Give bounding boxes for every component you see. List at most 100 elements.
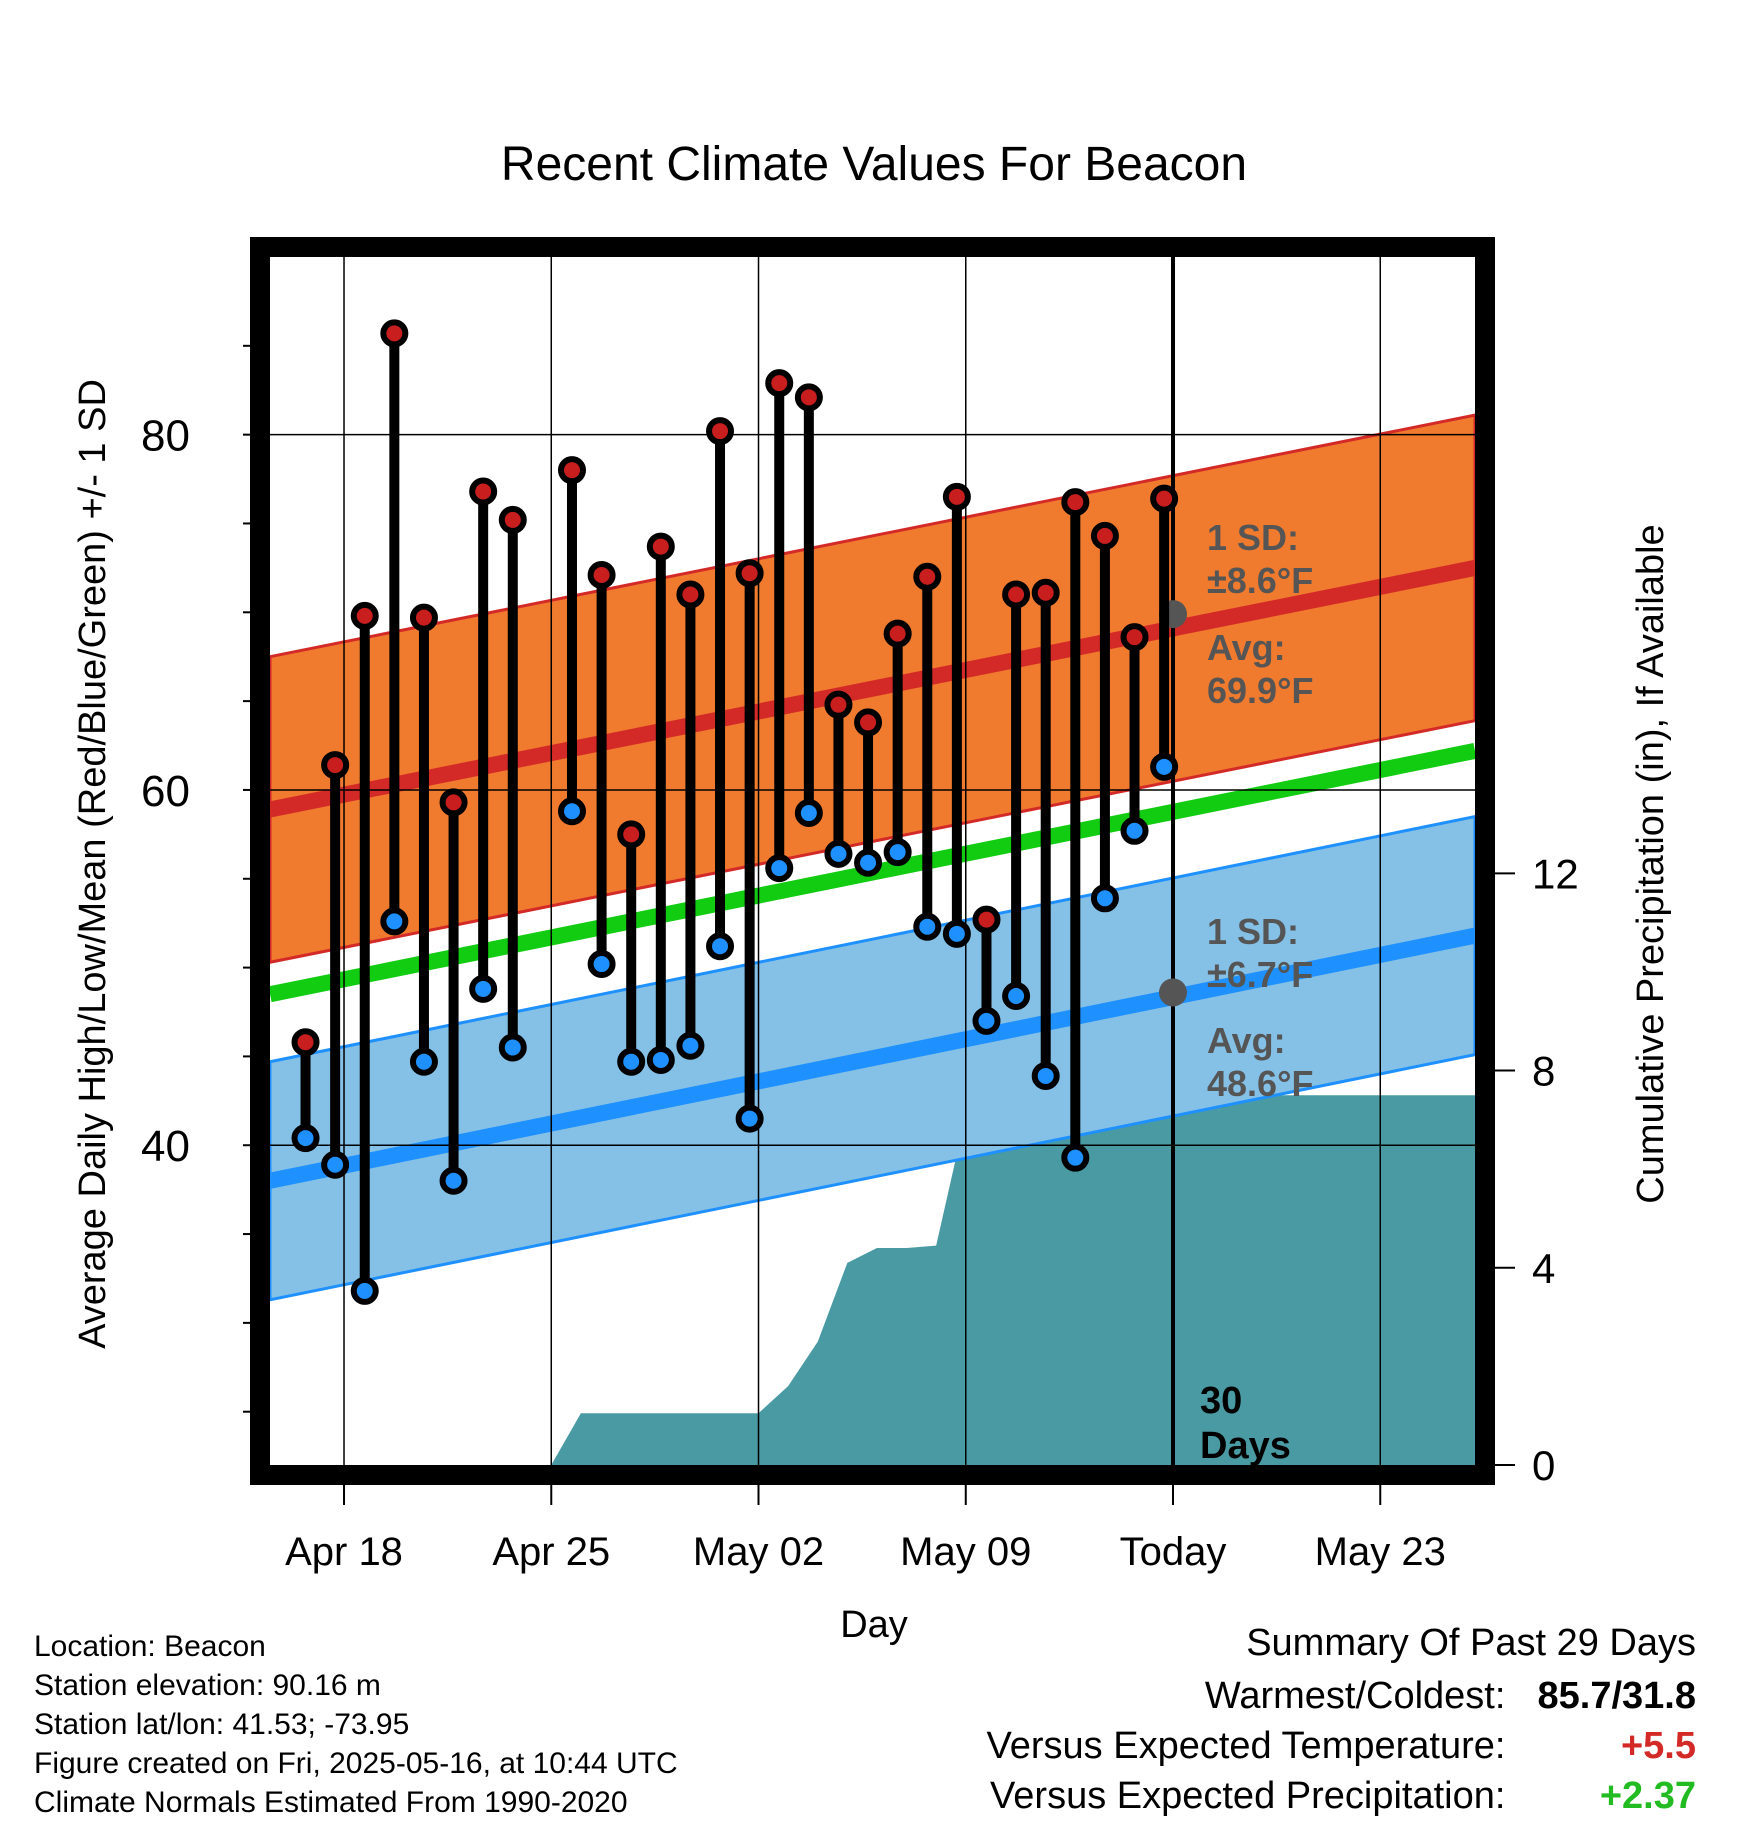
y-tick-label: 60 (141, 767, 190, 816)
today-marker-layer: 30 Days (1171, 257, 1291, 1467)
daily-high-dot (972, 905, 1001, 934)
elevation-line: Station elevation: 90.16 m (34, 1669, 381, 1702)
daily-low-dot (913, 912, 942, 941)
daily-high-dot (676, 580, 705, 609)
high-sd-value: ±8.6°F (1207, 560, 1313, 601)
y2-tick-label: 12 (1532, 850, 1579, 897)
daily-high-dot (765, 369, 794, 398)
low-avg-dot (1159, 978, 1188, 1007)
daily-high-dot (617, 820, 646, 849)
daily-low-dot (469, 974, 498, 1003)
daily-low-dot (942, 919, 971, 948)
daily-low-dot (972, 1006, 1001, 1035)
daily-high-dot (409, 603, 438, 632)
daily-high-dot (854, 708, 883, 737)
x-tick-label: May 09 (900, 1530, 1031, 1574)
cumulative-precip-area (551, 1095, 1475, 1465)
y2-tick-label: 0 (1532, 1442, 1555, 1489)
daily-high-dot (646, 532, 675, 561)
daily-low-dot (646, 1045, 675, 1074)
daily-high-dot (587, 560, 616, 589)
daily-low-dot (883, 838, 912, 867)
daily-low-dot (587, 950, 616, 979)
high-normal-line (268, 560, 1477, 818)
high-avg-value: 69.9°F (1207, 670, 1313, 711)
daily-low-dot (676, 1031, 705, 1060)
daily-low-dot (854, 848, 883, 877)
daily-high-dot (1150, 484, 1179, 513)
created-line: Figure created on Fri, 2025-05-16, at 10… (34, 1747, 678, 1780)
y-tick-label: 40 (141, 1122, 190, 1171)
summary-warm-cold-row: Warmest/Coldest: 85.7/31.8 (1205, 1675, 1696, 1718)
today-days-label-line2: Days (1200, 1425, 1291, 1467)
daily-low-dot (409, 1047, 438, 1076)
daily-dots-layer (291, 319, 1179, 1305)
daily-high-dot (735, 559, 764, 588)
daily-high-dot (498, 505, 527, 534)
daily-high-dot (1031, 578, 1060, 607)
daily-low-dot (1031, 1061, 1060, 1090)
daily-high-dot (794, 383, 823, 412)
normals-annotation-layer: 1 SD: ±8.6°F Avg: 69.9°F 1 SD: ±6.7°F Av… (1159, 517, 1313, 1104)
location-line: Location: Beacon (34, 1630, 266, 1663)
summary-precip-value: +2.37 (1599, 1775, 1696, 1817)
daily-low-dot (735, 1104, 764, 1133)
daily-range-stems-layer (300, 333, 1170, 1291)
summary-temp-label: Versus Expected Temperature: (986, 1725, 1506, 1767)
y2-axis-label: Cumulative Precipitation (in), If Availa… (1630, 524, 1672, 1203)
daily-low-dot (1061, 1143, 1090, 1172)
daily-high-dot (350, 601, 379, 630)
daily-low-dot (1150, 752, 1179, 781)
summary-warm-cold-label: Warmest/Coldest: (1204, 1675, 1506, 1717)
daily-high-dot (1090, 521, 1119, 550)
low-avg-value: 48.6°F (1207, 1063, 1313, 1104)
daily-high-dot (1002, 580, 1031, 609)
normals-line: Climate Normals Estimated From 1990-2020 (34, 1786, 628, 1819)
low-avg-label: Avg: (1207, 1020, 1286, 1061)
plot-frame (250, 237, 1495, 1485)
y2-tick-label: 8 (1532, 1048, 1555, 1095)
daily-low-dot (824, 839, 853, 868)
daily-high-dot (1120, 623, 1149, 652)
daily-high-dot (291, 1028, 320, 1057)
summary-title: Summary Of Past 29 Days (1246, 1622, 1696, 1664)
daily-low-dot (291, 1124, 320, 1153)
summary-warm-cold-value: 85.7/31.8 (1537, 1675, 1696, 1717)
daily-low-dot (794, 799, 823, 828)
daily-low-dot (321, 1150, 350, 1179)
low-normal-line (268, 927, 1477, 1189)
daily-high-dot (942, 482, 971, 511)
chart-title: Recent Climate Values For Beacon (501, 138, 1247, 191)
today-days-label-line1: 30 (1200, 1380, 1242, 1422)
summary-temp-value: +5.5 (1620, 1725, 1696, 1767)
daily-high-dot (321, 751, 350, 780)
precipitation-layer (551, 1095, 1475, 1465)
summary-temp-row: Versus Expected Temperature: +5.5 (987, 1725, 1696, 1768)
daily-high-dot (883, 619, 912, 648)
daily-low-dot (617, 1047, 646, 1076)
daily-high-dot (824, 690, 853, 719)
daily-high-dot (439, 788, 468, 817)
y-axis-label: Average Daily High/Low/Mean (Red/Blue/Gr… (72, 379, 114, 1349)
low-sd-label: 1 SD: (1207, 911, 1299, 952)
daily-low-dot (765, 854, 794, 883)
daily-high-dot (557, 456, 586, 485)
high-sd-label: 1 SD: (1207, 517, 1299, 558)
x-tick-label: May 23 (1315, 1530, 1446, 1574)
daily-low-dot (1002, 982, 1031, 1011)
x-tick-label: Apr 18 (285, 1530, 403, 1574)
low-sd-value: ±6.7°F (1207, 954, 1313, 995)
daily-high-dot (380, 319, 409, 348)
daily-low-dot (557, 797, 586, 826)
daily-high-dot (706, 417, 735, 446)
daily-low-dot (380, 907, 409, 936)
daily-low-dot (350, 1276, 379, 1305)
summary-precip-row: Versus Expected Precipitation: +2.37 (990, 1775, 1696, 1818)
x-tick-label: Apr 25 (492, 1530, 610, 1574)
x-tick-label: May 02 (693, 1530, 824, 1574)
daily-high-dot (469, 477, 498, 506)
daily-high-dot (1061, 488, 1090, 517)
axis-ticks-layer: 40 60 80 0 4 8 12 Apr 18 Apr 25 May 02 May 09 Today… (141, 344, 1579, 1574)
summary-precip-label: Versus Expected Precipitation: (990, 1775, 1506, 1817)
